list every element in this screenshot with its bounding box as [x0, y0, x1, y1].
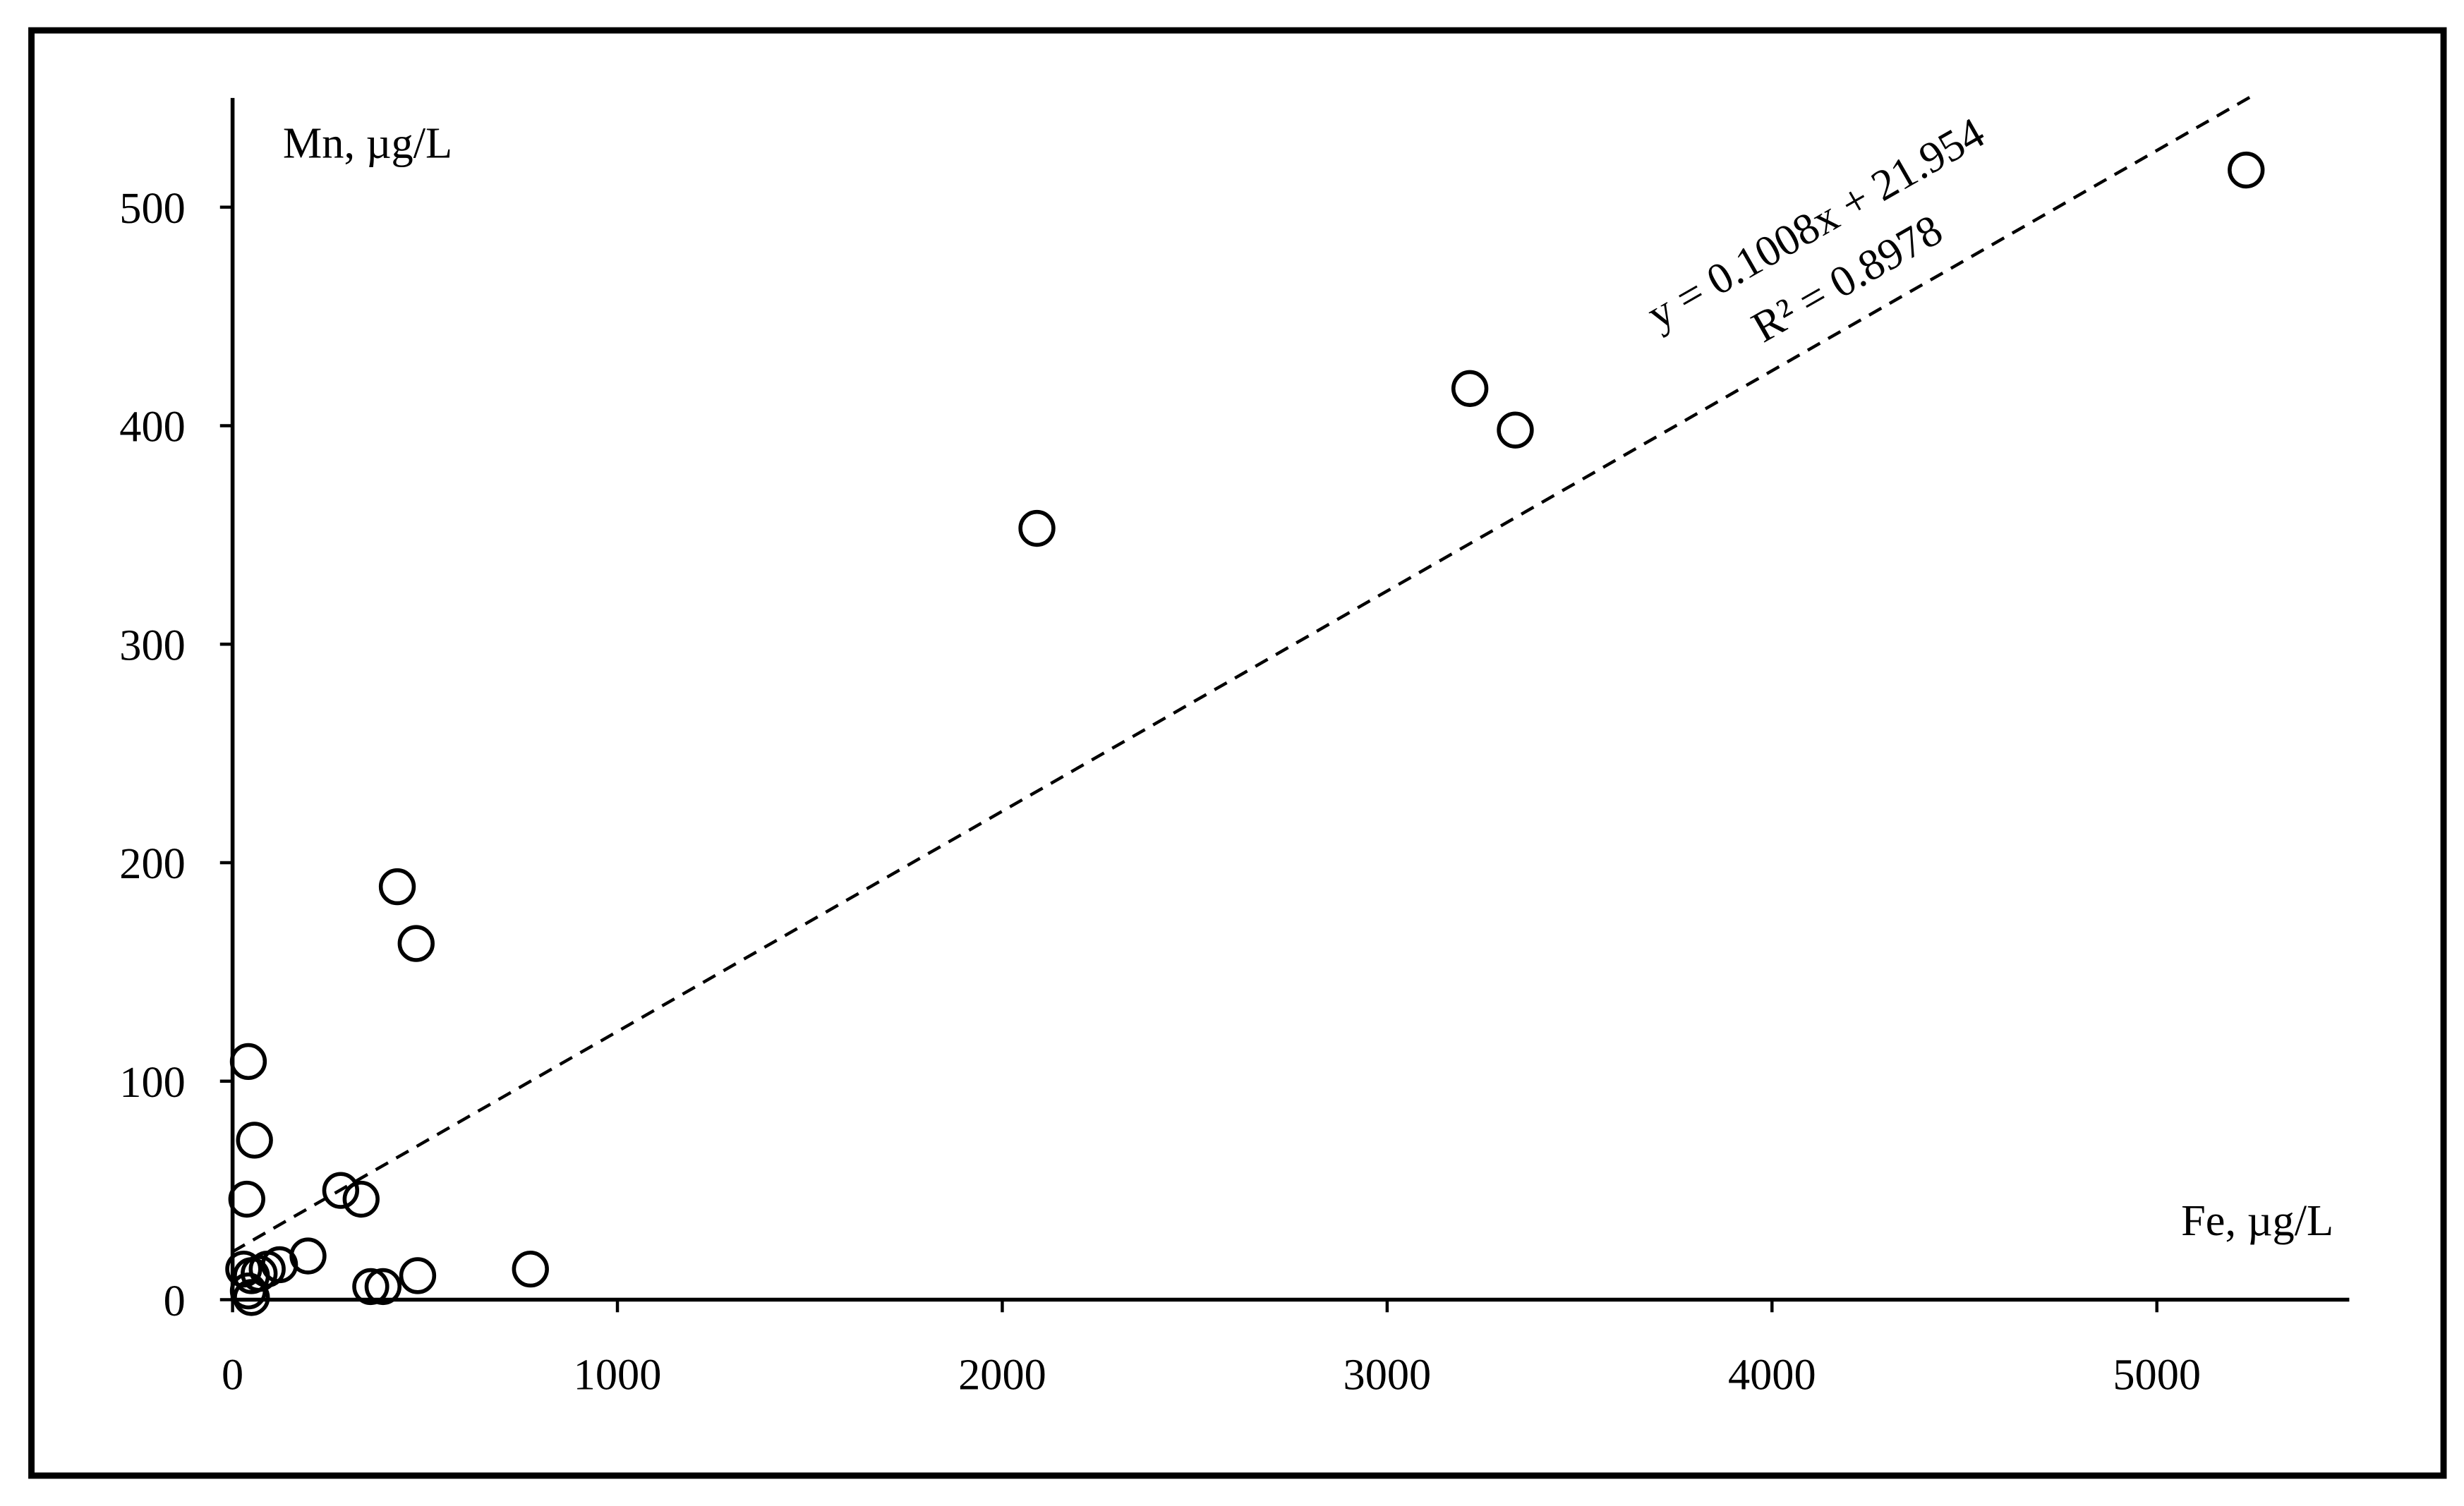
- x-tick-label: 5000: [2113, 1350, 2201, 1399]
- y-tick-label: 500: [119, 184, 186, 233]
- point: [1451, 370, 1489, 407]
- point: [399, 1257, 437, 1294]
- point: [322, 1172, 360, 1209]
- frame: [28, 27, 2447, 1479]
- point: [233, 1257, 270, 1294]
- point: [225, 1250, 262, 1288]
- x-tick-label: 1000: [574, 1350, 662, 1399]
- x-tick-label: 4000: [1728, 1350, 1816, 1399]
- y-axis-label: Mn, µg/L: [283, 119, 452, 167]
- point: [2228, 151, 2265, 189]
- point: [228, 1180, 265, 1218]
- point: [378, 868, 416, 906]
- y-tick-label: 100: [119, 1058, 186, 1107]
- point: [364, 1268, 402, 1306]
- x-axis-label: Fe, µg/L: [2181, 1196, 2333, 1245]
- y-tick-label: 300: [119, 621, 186, 669]
- point: [236, 1122, 273, 1159]
- point: [512, 1250, 549, 1288]
- y-tick-label: 0: [164, 1277, 186, 1325]
- point: [342, 1180, 380, 1218]
- x-tick-label: 0: [222, 1350, 243, 1399]
- point: [352, 1268, 389, 1306]
- point: [233, 1279, 270, 1316]
- point: [229, 1043, 267, 1081]
- y-tick-label: 200: [119, 839, 186, 888]
- point: [1018, 509, 1056, 547]
- trendline: [231, 94, 2254, 1253]
- x-tick-label: 3000: [1343, 1350, 1432, 1399]
- x-tick-label: 2000: [958, 1350, 1046, 1399]
- point: [397, 925, 435, 962]
- point: [1497, 411, 1534, 449]
- y-tick-label: 400: [119, 403, 186, 451]
